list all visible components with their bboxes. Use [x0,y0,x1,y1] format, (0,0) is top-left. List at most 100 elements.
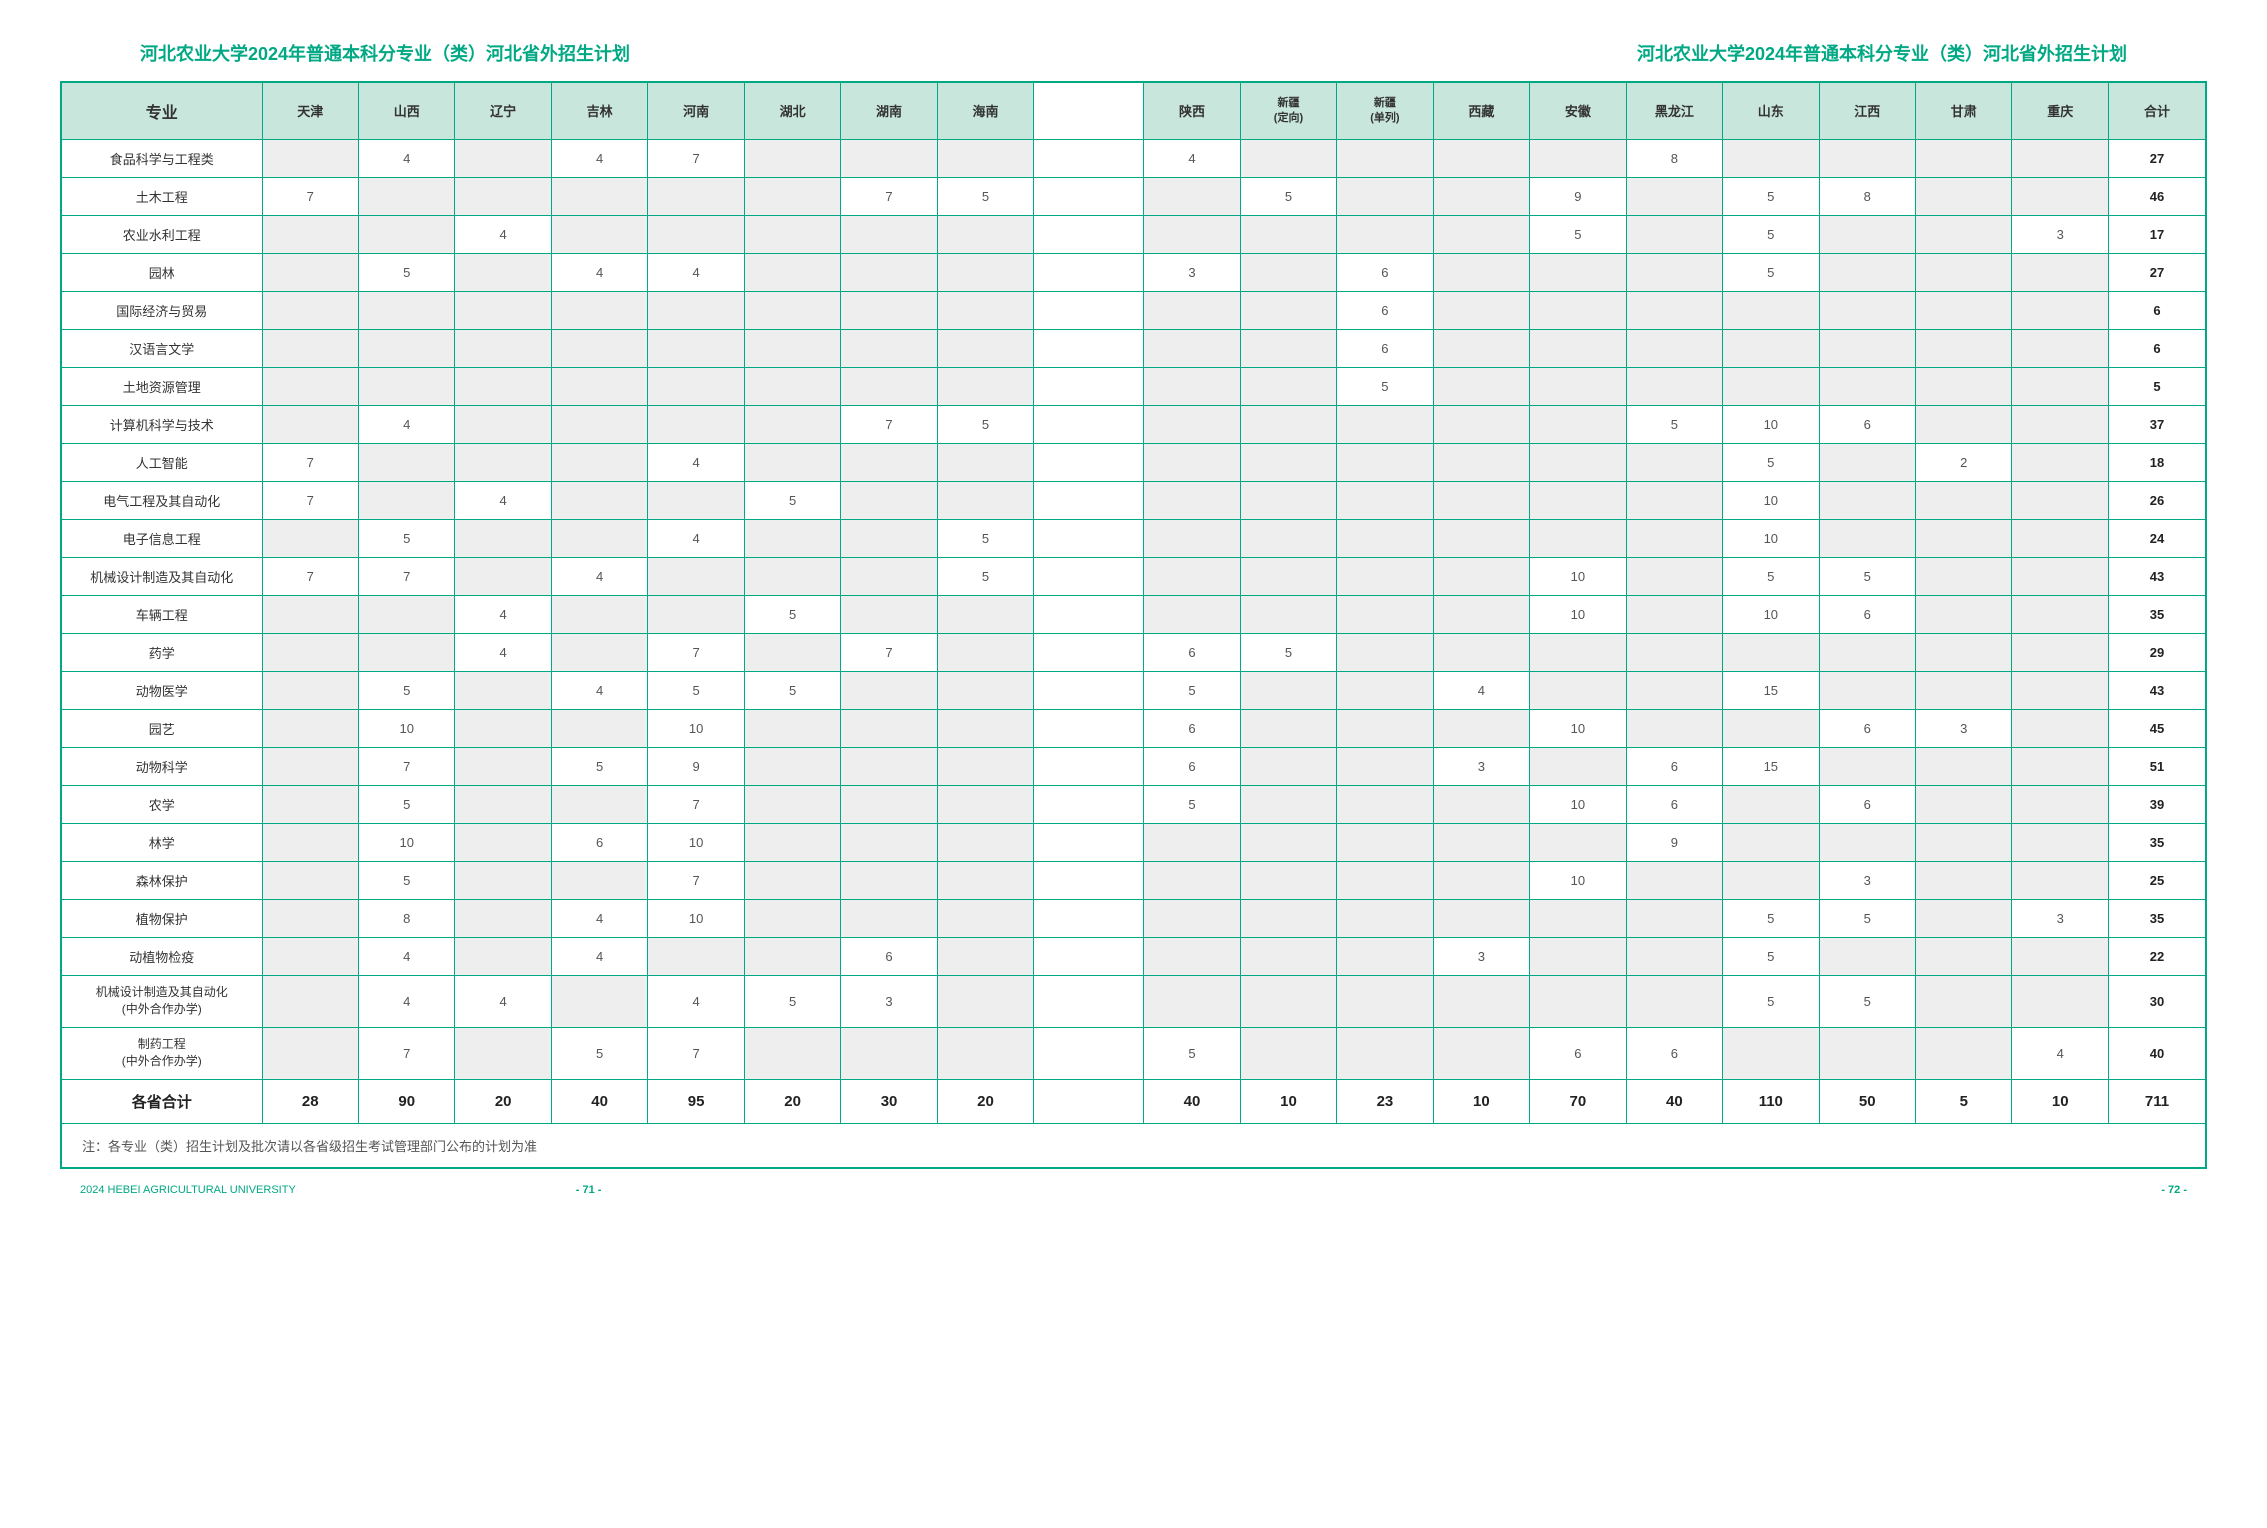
data-cell [1819,443,1915,481]
data-cell [1530,975,1626,1027]
data-cell: 5 [1819,975,1915,1027]
table-row: 电气工程及其自动化7451026 [62,481,2205,519]
data-cell [1530,291,1626,329]
table-row: 植物保护841055335 [62,899,2205,937]
data-cell: 9 [648,747,744,785]
data-cell [744,557,840,595]
footer-university: 2024 HEBEI AGRICULTURAL UNIVERSITY [80,1184,296,1196]
data-cell [1530,899,1626,937]
col-header: 陕西 [1144,83,1240,139]
data-cell [455,329,551,367]
data-cell [1819,139,1915,177]
data-cell: 6 [1626,785,1722,823]
data-cell [1819,937,1915,975]
totals-cell: 95 [648,1079,744,1123]
data-cell [455,253,551,291]
data-cell: 4 [358,139,454,177]
data-cell: 6 [1337,291,1433,329]
data-cell: 4 [455,215,551,253]
data-cell: 5 [1144,1027,1240,1079]
data-cell [1337,633,1433,671]
data-cell [1433,1027,1529,1079]
data-cell [1034,785,1144,823]
data-cell [1433,557,1529,595]
data-cell [1337,443,1433,481]
data-cell: 5 [358,861,454,899]
data-cell: 5 [1723,975,1819,1027]
data-cell: 4 [551,899,647,937]
data-cell: 35 [2108,899,2205,937]
data-cell [1240,709,1336,747]
data-cell [1916,633,2012,671]
major-cell: 森林保护 [62,861,262,899]
data-cell [1530,823,1626,861]
data-cell [2012,709,2108,747]
data-cell [744,747,840,785]
data-cell [455,519,551,557]
data-cell [262,747,358,785]
table-row: 园艺10106106345 [62,709,2205,747]
data-cell [1819,1027,1915,1079]
data-cell [262,253,358,291]
data-cell [551,329,647,367]
table-row: 车辆工程451010635 [62,595,2205,633]
data-cell [455,823,551,861]
col-header: 河南 [648,83,744,139]
major-cell: 园艺 [62,709,262,747]
data-cell [2012,519,2108,557]
data-cell: 6 [1144,633,1240,671]
totals-cell: 20 [455,1079,551,1123]
data-cell [1819,671,1915,709]
data-cell [1819,253,1915,291]
data-cell [2012,405,2108,443]
data-cell [2012,557,2108,595]
data-cell [841,747,937,785]
col-header: 山西 [358,83,454,139]
data-cell [2012,861,2108,899]
data-cell [1433,329,1529,367]
data-cell [1626,633,1722,671]
data-cell: 4 [551,253,647,291]
col-header: 新疆(单列) [1337,83,1433,139]
data-cell [551,481,647,519]
data-cell [1144,557,1240,595]
data-cell [2012,595,2108,633]
data-cell [1916,1027,2012,1079]
table-row: 食品科学与工程类4474827 [62,139,2205,177]
data-cell: 5 [1337,367,1433,405]
data-cell: 39 [2108,785,2205,823]
major-cell: 电子信息工程 [62,519,262,557]
data-cell: 5 [2108,367,2205,405]
data-cell [262,519,358,557]
data-cell [744,899,840,937]
data-cell: 4 [551,937,647,975]
data-cell [551,595,647,633]
major-cell: 机械设计制造及其自动化 [62,557,262,595]
data-cell [1433,405,1529,443]
data-cell: 4 [551,671,647,709]
data-cell [1034,367,1144,405]
data-cell [1433,291,1529,329]
data-cell [648,595,744,633]
data-cell [1916,253,2012,291]
data-cell: 4 [648,443,744,481]
data-cell [455,937,551,975]
data-cell [841,861,937,899]
data-cell [841,671,937,709]
data-cell [1916,481,2012,519]
data-cell [744,177,840,215]
data-cell [841,329,937,367]
data-cell [1034,443,1144,481]
data-cell: 5 [1723,177,1819,215]
data-cell [937,899,1033,937]
data-cell [841,253,937,291]
data-cell [455,671,551,709]
data-cell [937,291,1033,329]
data-cell: 3 [1819,861,1915,899]
data-cell [744,443,840,481]
data-cell [1626,709,1722,747]
data-cell [262,709,358,747]
col-header: 湖南 [841,83,937,139]
data-cell: 5 [937,177,1033,215]
data-cell [1916,861,2012,899]
